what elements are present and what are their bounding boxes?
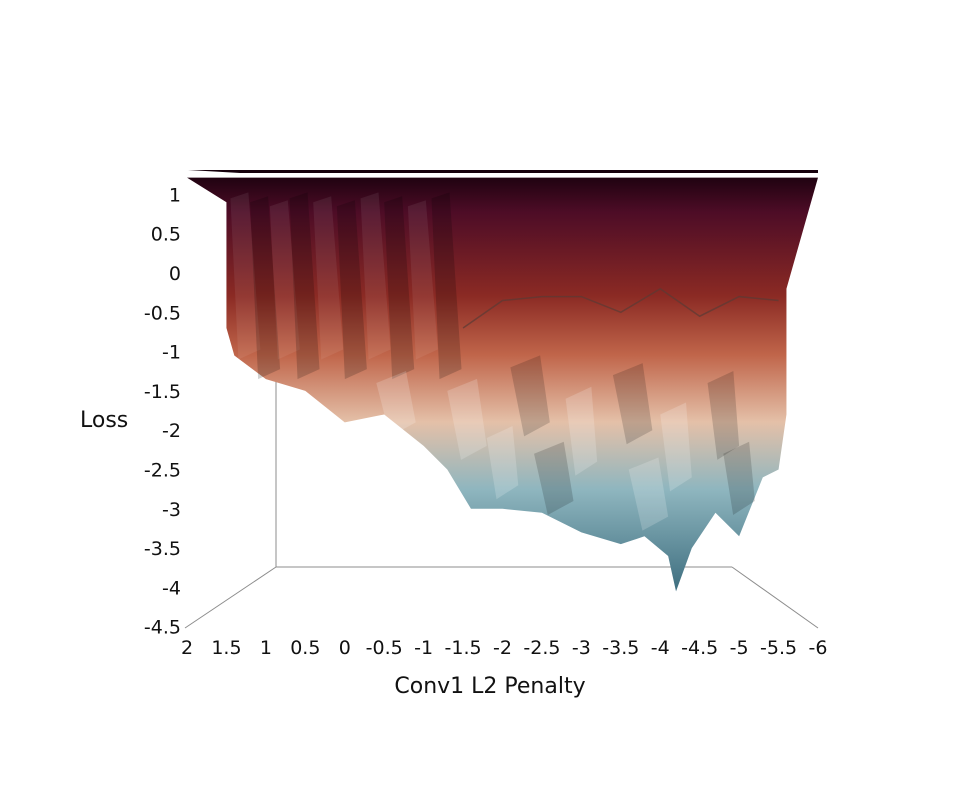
surface-fold xyxy=(269,200,300,360)
x-tick-label: 0.5 xyxy=(290,637,320,659)
surface-shard xyxy=(510,355,550,437)
surface-shard xyxy=(534,441,574,515)
x-tick-label: -2.5 xyxy=(523,637,560,659)
x-tick-label: -1.5 xyxy=(445,637,482,659)
right-depth-edge xyxy=(731,566,819,629)
surface-ridge xyxy=(462,287,779,329)
y-tick-label: 1 xyxy=(169,184,181,206)
surface-shard xyxy=(660,402,692,492)
x-tick-label: 0 xyxy=(339,637,351,659)
y-tick-label: -2 xyxy=(162,420,181,442)
surface-shard xyxy=(486,426,519,500)
axis-box xyxy=(184,372,819,629)
x-tick-label: -5.5 xyxy=(760,637,797,659)
surface-fold xyxy=(250,196,281,380)
x-tick-label: -0.5 xyxy=(366,637,403,659)
surface-fold xyxy=(407,200,438,360)
y-axis-ticks: 1 0.5 0 -0.5 -1 -1.5 -2 -2.5 -3 -3.5 -4 -4.5 xyxy=(144,184,181,638)
surface-fold xyxy=(230,192,261,360)
surface-fold xyxy=(313,196,344,360)
surface-body xyxy=(187,177,818,592)
surface-top-plateau xyxy=(188,170,818,173)
y-tick-label: -1.5 xyxy=(144,381,181,403)
surface-shard xyxy=(707,371,740,460)
x-tick-label: -3 xyxy=(572,637,591,659)
y-tick-label: 0 xyxy=(169,263,181,285)
x-tick-label: -4.5 xyxy=(681,637,718,659)
surface-fold xyxy=(384,196,415,380)
y-axis-title: Loss xyxy=(80,408,128,433)
y-tick-label: -2.5 xyxy=(144,460,181,482)
loss-surface xyxy=(187,170,818,592)
surface-fold xyxy=(431,192,462,380)
surface-fold xyxy=(336,200,367,380)
x-tick-label: -1 xyxy=(414,637,433,659)
x-tick-label: -5 xyxy=(730,637,749,659)
surface-fold xyxy=(289,192,320,380)
x-tick-label: 2 xyxy=(181,637,193,659)
x-tick-label: -3.5 xyxy=(602,637,639,659)
x-tick-label: 1.5 xyxy=(211,637,241,659)
surface-fold xyxy=(360,192,391,360)
y-tick-label: -4 xyxy=(162,577,181,599)
y-tick-label: 0.5 xyxy=(151,224,181,246)
y-tick-label: -3.5 xyxy=(144,538,181,560)
surface-shard xyxy=(447,378,487,460)
x-axis-ticks: 2 1.5 1 0.5 0 -0.5 -1 -1.5 -2 -2.5 -3 -3.5 -4 -4.5 -5-… xyxy=(181,637,828,659)
x-tick-label: -2 xyxy=(493,637,512,659)
surface-shard xyxy=(723,441,755,515)
x-tick-label: -6 xyxy=(809,637,828,659)
x-tick-label: -4 xyxy=(651,637,670,659)
y-tick-label: -4.5 xyxy=(144,617,181,639)
surface-shard xyxy=(376,371,416,437)
x-tick-label: 1 xyxy=(260,637,272,659)
surface-shard xyxy=(612,363,653,445)
x-axis-title: Conv1 L2 Penalty xyxy=(394,674,585,699)
surface-shard xyxy=(565,386,598,476)
y-tick-label: -1 xyxy=(162,342,181,364)
y-tick-label: -0.5 xyxy=(144,302,181,324)
y-tick-label: -3 xyxy=(162,499,181,521)
surface-facets xyxy=(230,192,755,531)
surface-shard xyxy=(628,457,669,531)
left-depth-edge xyxy=(184,566,277,629)
